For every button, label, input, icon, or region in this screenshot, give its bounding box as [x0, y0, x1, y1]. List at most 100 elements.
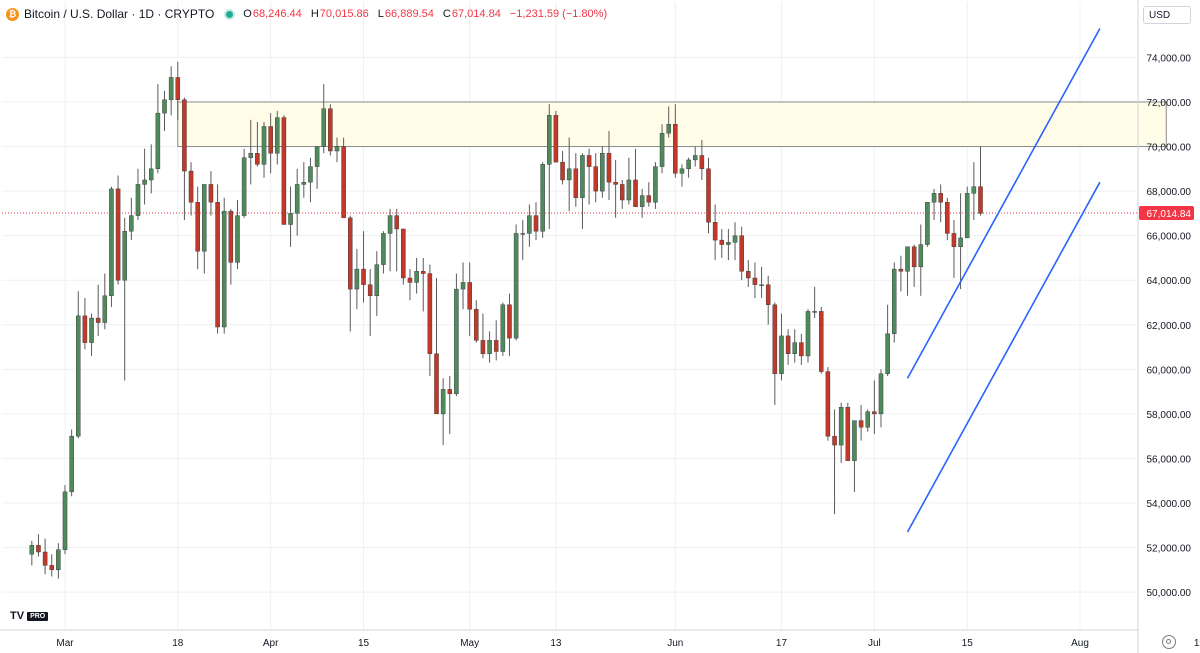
candle-body	[102, 295, 108, 323]
candle-body	[606, 153, 612, 183]
candle-body	[759, 284, 764, 286]
candle-body	[414, 271, 419, 283]
candle-body	[931, 193, 937, 203]
candle-body	[321, 108, 326, 147]
market-status-icon	[226, 10, 234, 18]
candle-body	[42, 551, 48, 566]
date-tick-label: 17	[776, 638, 788, 649]
open-label: O	[243, 8, 252, 20]
candle-body	[487, 340, 492, 354]
candle-body	[281, 117, 287, 225]
candle-body	[918, 244, 924, 268]
candle-body	[659, 132, 665, 167]
candle-body	[898, 268, 904, 272]
price-tick-label: 60,000.00	[1147, 365, 1192, 376]
symbol-legend: ₿ Bitcoin / U.S. Dollar · 1D · CRYPTO O6…	[6, 6, 613, 22]
candle-body	[878, 373, 884, 415]
candle-body	[255, 153, 260, 165]
candle-body	[168, 77, 174, 100]
candle-body	[779, 335, 784, 374]
candle-body	[348, 217, 353, 290]
channel-upper	[906, 28, 1101, 379]
candle-body	[235, 215, 240, 263]
candle-body	[653, 166, 658, 203]
candle-body	[513, 233, 519, 339]
candle-body	[560, 161, 565, 181]
candles-layer	[29, 61, 983, 579]
high-label: H	[310, 8, 319, 20]
channel-lower	[906, 181, 1101, 533]
candle-body	[142, 179, 147, 185]
currency-selector-button[interactable]: USD	[1143, 6, 1191, 24]
date-tick-label: 19	[1194, 638, 1200, 649]
candle-body	[401, 228, 406, 279]
candle-body	[367, 284, 373, 297]
candle-body	[202, 184, 207, 252]
candle-body	[381, 233, 386, 265]
candle-body	[195, 202, 200, 252]
candle-body	[241, 157, 247, 216]
candle-body	[248, 153, 254, 158]
candle-body	[109, 188, 114, 297]
candle-body	[208, 184, 214, 203]
candle-body	[188, 170, 194, 203]
candle-body	[858, 420, 864, 428]
candle-body	[268, 126, 273, 154]
candle-body	[76, 315, 81, 437]
candle-body	[978, 186, 983, 214]
candle-body	[566, 168, 572, 181]
logo-badge: PRO	[27, 611, 49, 621]
candle-body	[341, 146, 346, 219]
tradingview-logo[interactable]: TV PRO	[10, 610, 49, 622]
ohlc-readout: O68,246.44 H70,015.86 L66,889.54 C67,014…	[243, 8, 613, 20]
candle-body	[215, 202, 220, 328]
candle-body	[328, 108, 333, 152]
candle-body	[520, 233, 526, 235]
date-tick-label: 15	[962, 638, 974, 649]
candle-body	[361, 268, 366, 285]
symbol-title[interactable]: Bitcoin / U.S. Dollar · 1D · CRYPTO	[24, 7, 215, 21]
candle-body	[885, 333, 890, 374]
candle-body	[148, 168, 154, 181]
candle-body	[772, 304, 778, 374]
candle-body	[666, 124, 671, 134]
candle-body	[580, 155, 585, 198]
close-value: 67,014.84	[451, 8, 501, 20]
resistance-zone-rect	[177, 101, 1167, 148]
candle-body	[95, 317, 101, 323]
candle-body	[712, 222, 718, 241]
candle-body	[314, 146, 320, 167]
candle-body	[752, 277, 758, 285]
price-tick-label: 72,000.00	[1147, 98, 1192, 109]
candle-body	[805, 311, 811, 357]
candle-body	[593, 166, 598, 192]
candle-body	[872, 411, 877, 415]
last-price-badge	[1139, 206, 1194, 221]
candle-body	[626, 179, 632, 201]
candle-body	[673, 124, 678, 174]
settings-icon[interactable]	[1162, 635, 1176, 649]
change-value: −1,231.59 (−1.80%)	[509, 8, 608, 20]
candle-body	[732, 235, 738, 243]
candle-body	[155, 112, 161, 170]
resistance-zone-layer	[2, 101, 1167, 214]
candle-body	[613, 181, 618, 185]
candle-body	[454, 288, 459, 395]
candle-body	[905, 246, 910, 272]
candle-body	[925, 202, 930, 245]
candle-body	[374, 264, 380, 297]
candle-body	[474, 308, 479, 341]
candle-body	[945, 202, 950, 234]
candle-body	[958, 237, 963, 247]
candle-body	[852, 420, 857, 461]
date-tick-label: Jul	[868, 638, 881, 649]
last-price-value: 67,014.84	[1147, 209, 1192, 220]
candle-body	[765, 284, 771, 305]
candle-body	[493, 340, 499, 352]
price-tick-label: 52,000.00	[1147, 544, 1192, 555]
candle-body	[825, 371, 831, 437]
candle-body	[394, 215, 399, 230]
